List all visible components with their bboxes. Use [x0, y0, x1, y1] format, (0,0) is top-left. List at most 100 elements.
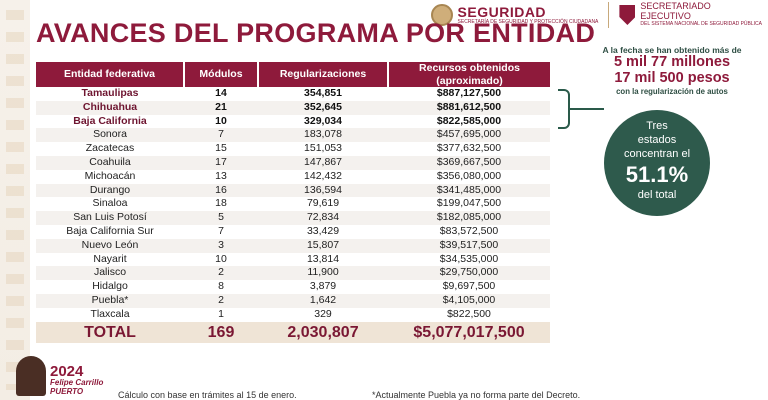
cell-modulos: 7	[184, 128, 258, 143]
cell-regularizaciones: 3,879	[309, 280, 337, 293]
footer-name-line2: PUERTO	[50, 386, 84, 396]
logo-secretariado-line2: EJECUTIVO	[640, 10, 691, 21]
table-row: Hidalgo 8 3,879 $9,697,500	[36, 280, 550, 294]
cell-recursos: $341,485,000	[388, 183, 550, 198]
total-label: TOTAL	[36, 321, 184, 343]
table-row: Michoacán 13 142,432 $356,080,000	[36, 170, 550, 184]
cell-regularizaciones: 13,814	[306, 252, 340, 265]
footer-name-line1: Felipe Carrillo	[50, 378, 104, 388]
circle-percent: 51.1%	[625, 162, 689, 188]
table-row: San Luis Potosí 5 72,834 $182,085,000	[36, 211, 550, 225]
cell-modulos: 10	[215, 114, 227, 127]
table-row: Sonora 7 183,078 $457,695,000	[36, 128, 550, 143]
total-recursos: $5,077,017,500	[388, 321, 550, 343]
cell-recursos: $369,667,500	[388, 155, 550, 170]
cell-recursos: $39,517,500	[388, 238, 550, 253]
table-row: Sinaloa 18 79,619 $199,047,500	[36, 197, 550, 211]
cell-recursos: $887,127,500	[436, 87, 502, 99]
cell-regularizaciones: 142,432	[304, 169, 342, 182]
cell-modulos: 18	[215, 197, 227, 210]
logo-secretariado-subtitle: DEL SISTEMA NACIONAL DE SEGURIDAD PÚBLIC…	[640, 21, 762, 28]
total-modulos: 169	[184, 321, 258, 343]
table-row: Nayarit 10 13,814 $34,535,000	[36, 253, 550, 267]
cell-modulos: 8	[218, 280, 224, 293]
cell-modulos: 1	[218, 307, 224, 320]
cell-regularizaciones: 79,619	[306, 197, 340, 210]
cell-entidad: Puebla*	[36, 293, 184, 308]
cell-recursos: $83,572,500	[439, 224, 499, 237]
footnote-calculation: Cálculo con base en trámites al 15 de en…	[118, 390, 297, 400]
eagle-seal-icon	[430, 4, 453, 26]
summary-outro: con la regularización de autos	[616, 86, 728, 96]
cell-regularizaciones: 329	[314, 307, 332, 320]
concentration-circle: Tres estados concentran el 51.1% del tot…	[604, 110, 710, 216]
cell-entidad: Sinaloa	[92, 197, 128, 210]
table-row: Jalisco 2 11,900 $29,750,000	[36, 266, 550, 281]
cell-entidad: Jalisco	[36, 266, 184, 281]
cell-recursos: $9,697,500	[442, 280, 496, 293]
footnote-puebla: *Actualmente Puebla ya no forma parte de…	[372, 390, 581, 400]
cell-regularizaciones: 33,429	[306, 224, 340, 237]
cell-regularizaciones: 136,594	[258, 183, 388, 198]
seguridad-logo: SEGURIDAD SECRETARÍA DE SEGURIDAD Y PROT…	[430, 4, 599, 26]
decorative-border	[0, 0, 30, 400]
circle-line3: concentran el	[623, 147, 691, 160]
secretariado-logo: SECRETARIADO EJECUTIVO DEL SISTEMA NACIO…	[619, 1, 762, 28]
cell-entidad: Michoacán	[84, 169, 136, 182]
cell-regularizaciones: 151,053	[304, 142, 342, 155]
states-table: Entidad federativa Módulos Regularizacio…	[36, 62, 550, 343]
page-title: AVANCES DEL PROGRAMA POR ENTIDAD	[36, 18, 596, 48]
table-row: Baja California Sur 7 33,429 $83,572,500	[36, 225, 550, 239]
cell-regularizaciones: 147,867	[258, 155, 388, 170]
cell-recursos: $4,105,000	[388, 293, 550, 308]
total-regularizaciones: 2,030,807	[258, 321, 388, 343]
table-row: Tlaxcala 1 329 $822,500	[36, 308, 550, 322]
cell-modulos: 7	[218, 224, 224, 237]
circle-line4: del total	[637, 188, 677, 201]
table-row: Tamaulipas 14 354,851 $887,127,500	[36, 87, 550, 101]
column-header-entidad: Entidad federativa	[36, 62, 185, 87]
table-row: Baja California 10 329,034 $822,585,000	[36, 115, 550, 129]
table-row: Chihuahua 21 352,645 $881,612,500	[36, 100, 550, 115]
cell-regularizaciones: 15,807	[258, 238, 388, 253]
cell-modulos: 13	[215, 169, 227, 182]
cell-recursos: $822,500	[447, 307, 491, 320]
cell-regularizaciones: 329,034	[304, 114, 342, 127]
cell-entidad: Tamaulipas	[81, 87, 139, 99]
cell-recursos: $457,695,000	[388, 128, 550, 143]
cell-entidad: Zacatecas	[85, 142, 135, 155]
cell-recursos: $377,632,500	[436, 142, 502, 155]
cell-recursos: $34,535,000	[439, 252, 499, 265]
column-header-modulos: Módulos	[184, 62, 259, 87]
cell-regularizaciones: 11,900	[258, 266, 388, 281]
cell-modulos: 2	[184, 266, 258, 281]
circle-line2: estados	[637, 133, 677, 146]
column-header-recursos: Recursos obtenidos (aproximado)	[388, 62, 550, 87]
table-row: Zacatecas 15 151,053 $377,632,500	[36, 142, 550, 156]
logo-seguridad-subtitle: SECRETARÍA DE SEGURIDAD Y PROTECCIÓN CIU…	[457, 18, 599, 25]
logo-secretariado-line1: SECRETARIADO	[640, 1, 711, 12]
logo-divider	[608, 2, 610, 28]
cell-recursos: $29,750,000	[388, 266, 550, 281]
cell-modulos: 2	[184, 293, 258, 308]
cell-entidad: Baja California Sur	[66, 224, 154, 237]
bracket-connector	[570, 108, 604, 110]
cell-modulos: 10	[215, 252, 227, 265]
cell-recursos: $356,080,000	[436, 169, 502, 182]
cell-modulos: 5	[184, 211, 258, 225]
summary-amount-line1: 5 mil 77 millones	[613, 54, 731, 70]
shield-icon	[619, 5, 636, 25]
cell-modulos: 15	[215, 142, 227, 155]
total-row: TOTAL 169 2,030,807 $5,077,017,500	[36, 321, 550, 343]
table-body: Tamaulipas 14 354,851 $887,127,500 Chihuahua…	[36, 87, 550, 322]
cell-entidad: Sonora	[36, 128, 184, 143]
cell-modulos: 3	[184, 238, 258, 253]
cell-entidad: Coahuila	[36, 155, 184, 170]
cell-recursos: $182,085,000	[388, 211, 550, 225]
table-row: Durango 16 136,594 $341,485,000	[36, 183, 550, 198]
cell-entidad: Nuevo León	[36, 238, 184, 253]
cell-modulos: 17	[184, 155, 258, 170]
top-three-bracket	[558, 89, 570, 129]
cell-recursos: $199,047,500	[436, 197, 502, 210]
cell-entidad: Nayarit	[93, 252, 127, 265]
